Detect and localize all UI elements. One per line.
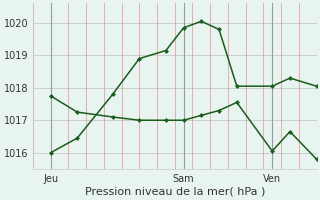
X-axis label: Pression niveau de la mer( hPa ): Pression niveau de la mer( hPa ): [84, 187, 265, 197]
